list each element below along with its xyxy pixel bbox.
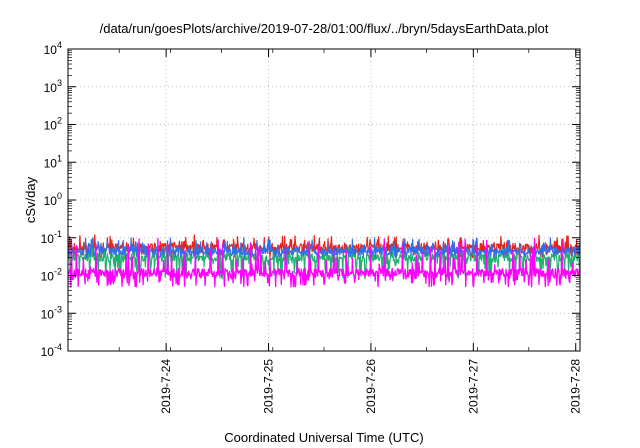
x-tick-label: 2019-7-24 bbox=[159, 359, 173, 414]
series-line bbox=[67, 237, 581, 288]
y-tick-label: 101 bbox=[44, 153, 62, 170]
data-series bbox=[67, 234, 581, 288]
grid-lines bbox=[68, 49, 580, 351]
y-tick-label: 10-2 bbox=[41, 267, 62, 284]
x-axis-label: Coordinated Universal Time (UTC) bbox=[224, 430, 423, 445]
x-tick-label: 2019-7-25 bbox=[262, 359, 276, 414]
y-tick-label: 10-4 bbox=[41, 342, 62, 359]
y-tick-label: 102 bbox=[44, 116, 62, 133]
chart-title: /data/run/goesPlots/archive/2019-07-28/0… bbox=[100, 21, 549, 36]
x-tick-label: 2019-7-26 bbox=[364, 359, 378, 414]
y-tick-label: 104 bbox=[44, 40, 62, 57]
x-tick-label: 2019-7-28 bbox=[569, 359, 583, 414]
series-line bbox=[67, 237, 581, 259]
y-tick-label: 10-3 bbox=[41, 304, 62, 321]
y-tick-label: 10-1 bbox=[41, 229, 62, 246]
x-tick-label: 2019-7-27 bbox=[466, 359, 480, 414]
axis-ticks: 10-4 10-3 10-2 10-1 100 101 102 103 104 2019-7-24… bbox=[41, 40, 583, 414]
y-axis-label: cSv/day bbox=[23, 176, 38, 223]
y-tick-label: 103 bbox=[44, 78, 62, 95]
y-tick-label: 100 bbox=[44, 191, 62, 208]
